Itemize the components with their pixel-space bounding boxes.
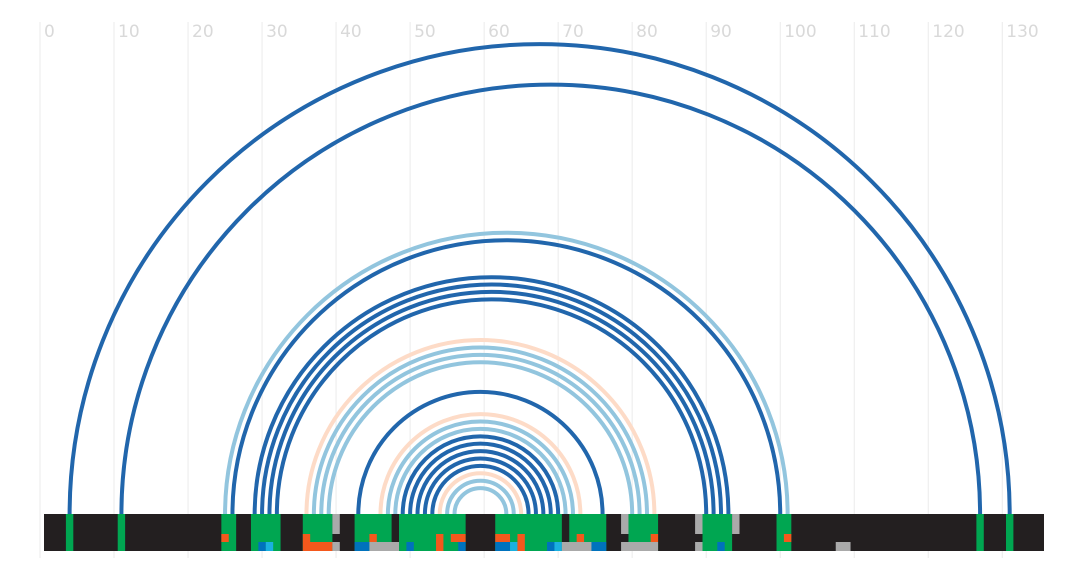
x-tick-label: 120 [932,22,964,42]
track-cell [265,542,274,551]
x-tick-label: 10 [118,22,140,42]
arc [67,42,1012,515]
track-cell [1005,514,1014,551]
x-tick-label: 0 [44,22,55,42]
x-tick-label: 130 [1006,22,1038,42]
arc [385,419,575,515]
track-cell [221,514,237,551]
arc [422,456,538,515]
x-tick-label: 40 [340,22,362,42]
track-cell [591,542,607,551]
arc [445,478,516,515]
track-cell [732,514,740,534]
track-cell [695,542,703,551]
arc [319,353,642,515]
arc [119,82,983,515]
track-cell [302,534,311,542]
track-cell [547,542,555,551]
arc [230,238,783,515]
arc [326,360,635,515]
arc [356,390,605,515]
arc [223,230,790,515]
track-cell [517,534,525,542]
track-cell [406,542,414,551]
track-cell [369,534,377,542]
arc [260,282,724,515]
track-cell [495,542,511,551]
x-tick-label: 30 [266,22,288,42]
track-cell [302,542,333,551]
x-tick-label: 110 [858,22,890,42]
arc [252,275,731,515]
track-cell [561,542,592,551]
track-cell [65,514,74,551]
track-cell [695,514,703,534]
arc [267,290,716,515]
track-cell [332,514,340,534]
track-cell [576,534,585,542]
x-tick-label: 60 [488,22,510,42]
track-cell [650,534,659,542]
track-cell [495,534,511,542]
track-cell [621,514,629,534]
track-cell [221,534,229,542]
x-tick-label: 50 [414,22,436,42]
arc [378,412,583,515]
track-cell [354,542,370,551]
arc [415,449,546,515]
track-cell [332,542,340,551]
arc [452,486,509,515]
track-cell [436,542,444,551]
arc [393,426,568,515]
track-cell [436,534,444,542]
track-cell [450,534,466,542]
track-cell [717,542,725,551]
track-cell [976,514,984,551]
x-tick-label: 20 [192,22,214,42]
track-cell [117,514,126,551]
arc [408,441,553,515]
track-cell [621,542,659,551]
x-tick-label: 100 [784,22,816,42]
track-cell [835,542,851,551]
track-cell [458,542,466,551]
arc [400,434,561,515]
arc [311,345,649,515]
track-cell [517,542,525,551]
x-tick-label: 80 [636,22,658,42]
x-tick-label: 90 [710,22,732,42]
track-cell [776,514,792,551]
x-tick-label: 70 [562,22,584,42]
track-cell [554,542,562,551]
arc [274,297,709,515]
arc [437,471,524,515]
track-cell [369,542,400,551]
track-cell [783,534,792,542]
track-cell [510,542,518,551]
track-cell [258,542,266,551]
arc [304,338,657,515]
arc [430,463,531,515]
